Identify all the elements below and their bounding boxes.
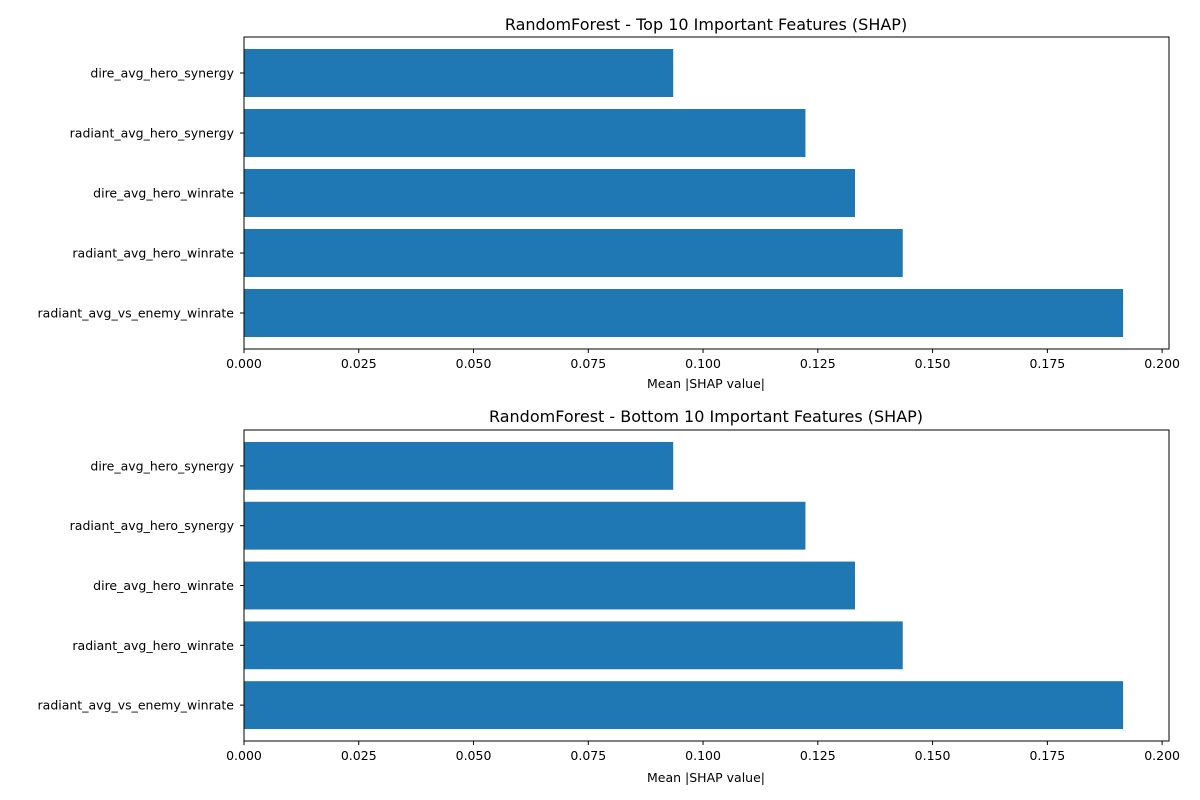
bar-radiant-avg-hero-winrate: [244, 621, 903, 670]
y-tick-label: dire_avg_hero_synergy: [90, 458, 234, 473]
x-tick-label: 0.125: [800, 748, 836, 763]
y-tick-label: radiant_avg_hero_synergy: [70, 518, 235, 533]
x-tick-label: 0.000: [226, 356, 262, 371]
x-tick-label: 0.200: [1144, 748, 1180, 763]
x-tick-label: 0.000: [226, 748, 262, 763]
plot-frame: [243, 429, 1170, 742]
bar-dire-avg-hero-synergy: [244, 441, 674, 490]
bar-radiant-avg-hero-synergy: [244, 501, 806, 550]
y-tick-label: radiant_avg_hero_winrate: [72, 246, 234, 261]
plot-frame: [243, 36, 1170, 350]
y-tick-label: radiant_avg_vs_enemy_winrate: [38, 698, 235, 713]
y-tick-label: radiant_avg_hero_synergy: [70, 126, 235, 141]
bar-group: [244, 441, 1124, 730]
y-tick-label: radiant_avg_vs_enemy_winrate: [38, 306, 235, 321]
bar-group: [244, 49, 1124, 337]
chart-title: RandomForest - Bottom 10 Important Featu…: [489, 407, 923, 426]
x-axis-label: Mean |SHAP value|: [647, 770, 765, 785]
x-tick-label: 0.050: [456, 356, 492, 371]
bar-radiant-avg-hero-winrate: [244, 229, 903, 277]
bar-radiant-avg-hero-synergy: [244, 109, 806, 157]
bar-radiant-avg-vs-enemy-winrate: [244, 289, 1124, 337]
x-tick-label: 0.050: [456, 748, 492, 763]
bottom-features-chart: RandomForest - Bottom 10 Important Featu…: [38, 407, 1181, 785]
x-tick-label: 0.175: [1029, 748, 1065, 763]
bar-dire-avg-hero-winrate: [244, 169, 856, 217]
chart-title: RandomForest - Top 10 Important Features…: [505, 15, 907, 34]
x-tick-label: 0.150: [915, 748, 951, 763]
y-tick-label: dire_avg_hero_synergy: [90, 66, 234, 81]
x-tick-label: 0.175: [1029, 356, 1065, 371]
x-tick-label: 0.200: [1144, 356, 1180, 371]
bar-radiant-avg-vs-enemy-winrate: [244, 681, 1124, 730]
y-axis-ticks: dire_avg_hero_synergy radiant_avg_hero_sy…: [38, 66, 244, 321]
y-tick-label: dire_avg_hero_winrate: [93, 578, 234, 593]
x-tick-label: 0.100: [685, 356, 721, 371]
x-tick-label: 0.075: [570, 356, 606, 371]
bar-dire-avg-hero-winrate: [244, 561, 856, 610]
x-tick-label: 0.125: [800, 356, 836, 371]
x-tick-label: 0.025: [341, 748, 377, 763]
x-tick-label: 0.150: [915, 356, 951, 371]
top-features-chart: RandomForest - Top 10 Important Features…: [38, 15, 1181, 391]
x-tick-label: 0.100: [685, 748, 721, 763]
x-tick-label: 0.025: [341, 356, 377, 371]
x-axis-ticks: 0.000 0.025 0.050 0.075 0.100 0.125 0.150 0.175…: [226, 349, 1180, 371]
x-axis-ticks: 0.000 0.025 0.050 0.075 0.100 0.125 0.150 0.175…: [226, 741, 1180, 763]
bar-dire-avg-hero-synergy: [244, 49, 674, 97]
y-tick-label: dire_avg_hero_winrate: [93, 186, 234, 201]
y-axis-ticks: dire_avg_hero_synergy radiant_avg_hero_sy…: [38, 458, 244, 713]
x-axis-label: Mean |SHAP value|: [647, 376, 765, 391]
x-tick-label: 0.075: [570, 748, 606, 763]
y-tick-label: radiant_avg_hero_winrate: [72, 638, 234, 653]
